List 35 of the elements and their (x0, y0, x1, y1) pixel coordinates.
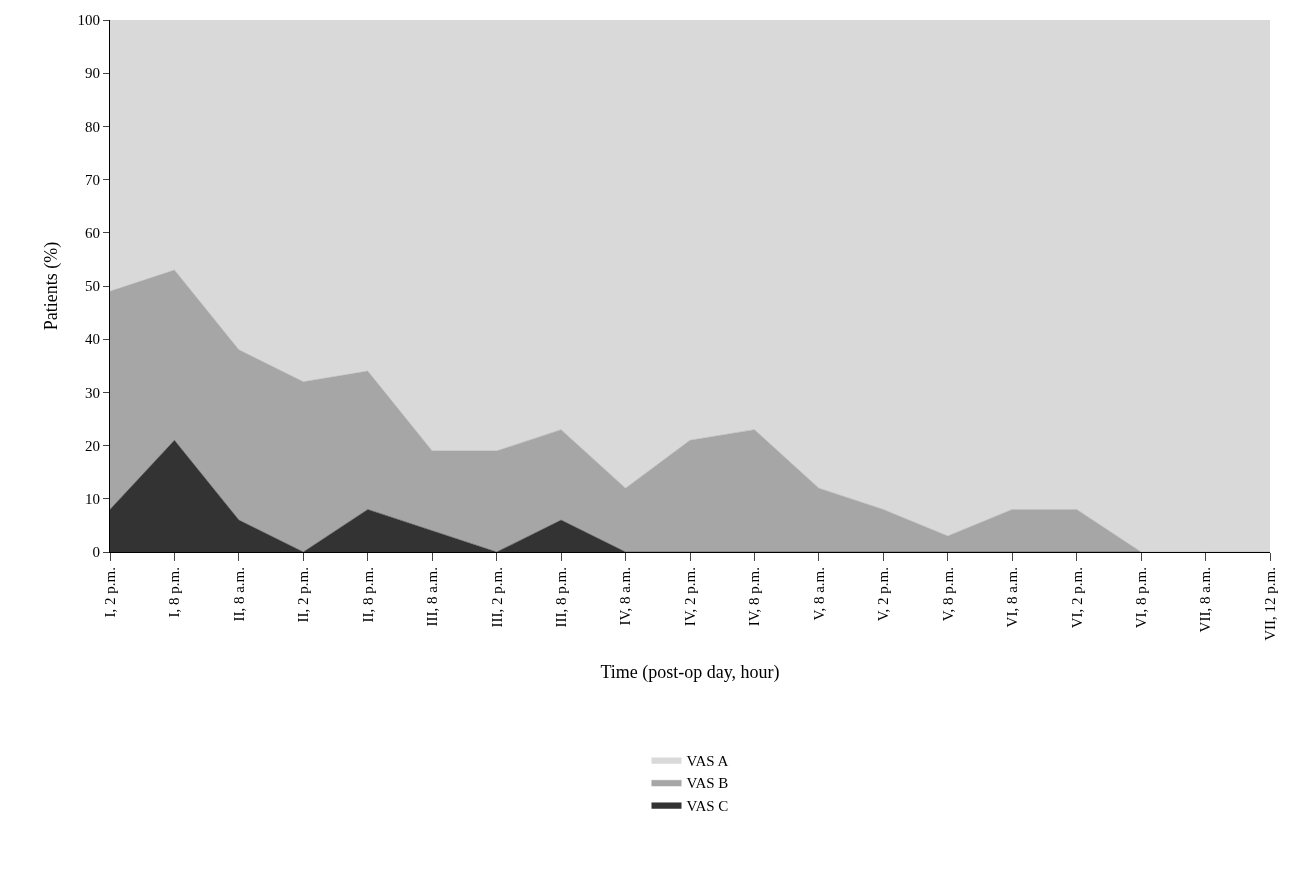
y-tick-label: 10 (85, 491, 100, 508)
x-axis-title: Time (post-op day, hour) (600, 661, 780, 683)
x-tick-label: I, 2 p.m. (101, 567, 118, 618)
x-tick-label: V, 2 p.m. (875, 567, 892, 622)
y-tick-label: 40 (85, 331, 100, 348)
x-tick-label: V, 8 a.m. (810, 567, 827, 621)
y-tick-label: 60 (85, 225, 100, 242)
x-tick-label: IV, 8 p.m. (746, 567, 763, 627)
y-tick-label: 80 (85, 118, 100, 135)
x-tick-label: VII, 12 p.m. (1261, 567, 1278, 641)
y-tick-label: 100 (77, 12, 100, 29)
y-tick-label: 0 (92, 544, 100, 561)
x-tick-label: III, 2 p.m. (488, 567, 505, 628)
x-tick-label: VI, 8 a.m. (1004, 567, 1021, 628)
x-tick-label: V, 8 p.m. (939, 567, 956, 622)
x-tick-label: III, 8 a.m. (424, 567, 441, 627)
x-tick-label: VI, 2 p.m. (1068, 567, 1085, 629)
legend-label: VAS A (686, 752, 729, 769)
y-axis-title: Patients (%) (40, 241, 62, 331)
legend-label: VAS C (686, 797, 729, 814)
x-tick-label: II, 8 p.m. (359, 567, 376, 623)
x-tick-label: I, 8 p.m. (166, 567, 183, 618)
y-tick-label: 90 (85, 65, 100, 82)
x-tick-label: VI, 8 p.m. (1132, 567, 1149, 629)
y-tick-label: 20 (85, 437, 100, 454)
x-tick-label: III, 8 p.m. (552, 567, 569, 628)
y-tick-label: 50 (85, 278, 100, 295)
y-tick-label: 70 (85, 171, 100, 188)
y-tick-label: 30 (85, 384, 100, 401)
x-tick-label: II, 8 a.m. (230, 567, 247, 622)
x-tick-label: II, 2 p.m. (295, 567, 312, 623)
legend-label: VAS B (686, 775, 729, 792)
x-tick-label: IV, 8 a.m. (617, 567, 634, 626)
x-tick-label: VII, 8 a.m. (1197, 567, 1214, 633)
x-tick-label: IV, 2 p.m. (681, 567, 698, 627)
